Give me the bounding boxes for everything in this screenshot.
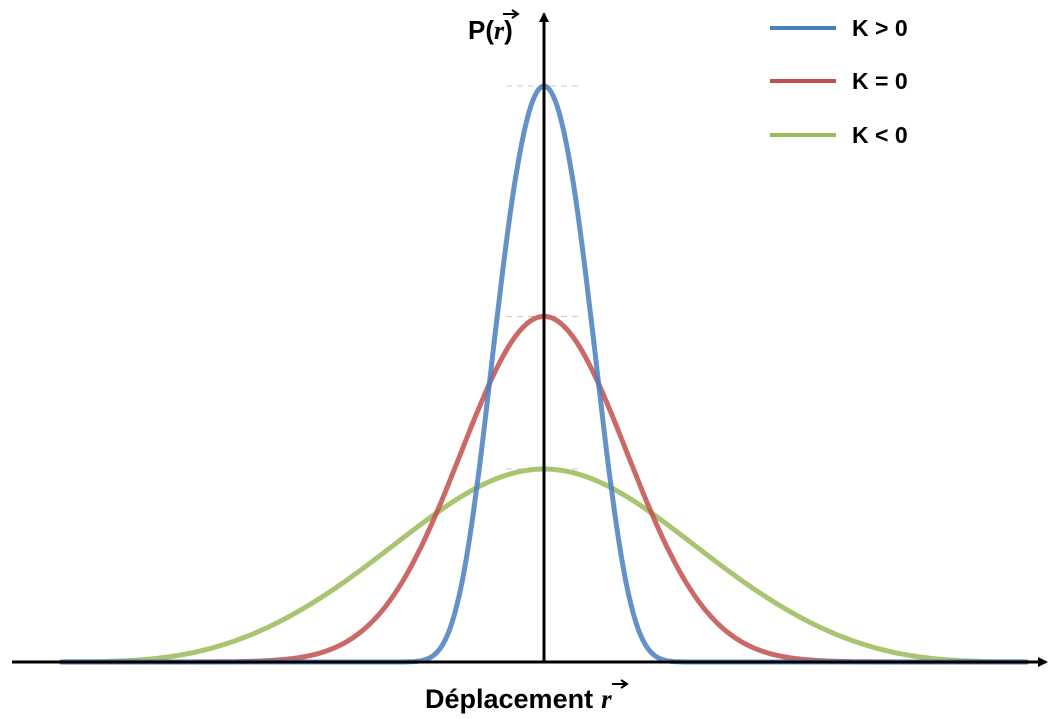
legend-item: K < 0 [770, 122, 908, 148]
legend-item: K > 0 [770, 15, 908, 41]
legend-label-k-positive: K > 0 [852, 15, 908, 41]
y-axis-title-suffix: ) [504, 15, 513, 45]
x-axis-title-vector: r [601, 684, 612, 714]
y-axis-title-prefix: P( [468, 15, 494, 45]
legend-label-k-negative: K < 0 [852, 122, 908, 148]
x-axis-title: Déplacement r [425, 684, 612, 714]
x-axis-title-text: Déplacement [425, 684, 593, 714]
legend: K > 0 K = 0 K < 0 [770, 15, 908, 148]
legend-label-k-zero: K = 0 [852, 68, 908, 94]
y-axis-title-vector: r [494, 16, 505, 45]
x-title-vector-arrow-icon [612, 679, 629, 689]
y-title-vector-arrow-icon [503, 9, 520, 19]
legend-item: K = 0 [770, 68, 908, 94]
y-axis-title: P(r) [468, 15, 513, 45]
